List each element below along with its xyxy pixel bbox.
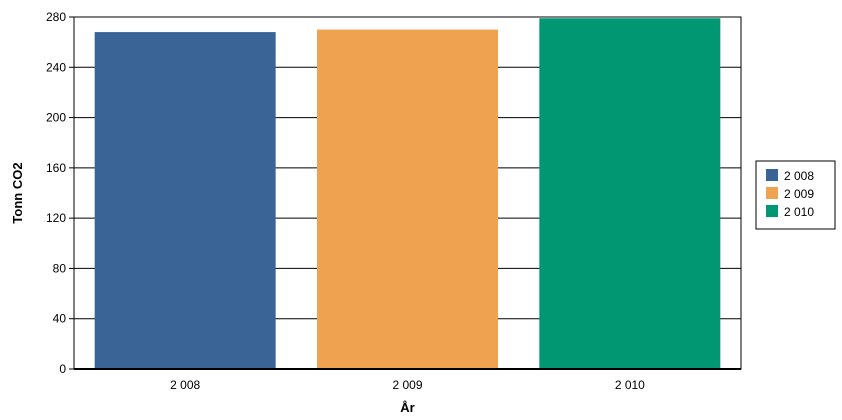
y-tick-label: 200 — [46, 111, 66, 125]
legend-label: 2 010 — [784, 205, 814, 219]
bar — [539, 18, 720, 369]
y-axis-ticks: 0 40 80 120 160 200 240 280 — [46, 10, 74, 376]
y-tick-label: 240 — [46, 60, 66, 74]
y-tick-label: 0 — [59, 362, 66, 376]
legend-swatch — [766, 169, 778, 181]
legend-swatch — [766, 205, 778, 217]
bars — [95, 18, 721, 369]
y-axis-title: Tonn CO2 — [10, 162, 25, 223]
x-tick-label: 2 008 — [170, 378, 200, 392]
y-tick-label: 160 — [46, 161, 66, 175]
y-tick-label: 80 — [53, 261, 67, 275]
legend-label: 2 009 — [784, 187, 814, 201]
x-axis-ticks: 2 008 2 009 2 010 — [170, 378, 645, 392]
x-axis-title: År — [400, 400, 414, 415]
bar — [95, 32, 276, 369]
y-tick-label: 120 — [46, 211, 66, 225]
y-tick-label: 280 — [46, 10, 66, 24]
legend-label: 2 008 — [784, 169, 814, 183]
x-tick-label: 2 009 — [392, 378, 422, 392]
y-tick-label: 40 — [53, 312, 67, 326]
legend-swatch — [766, 187, 778, 199]
x-tick-label: 2 010 — [615, 378, 645, 392]
legend: 2 008 2 009 2 010 — [756, 161, 835, 229]
bar — [317, 30, 498, 369]
